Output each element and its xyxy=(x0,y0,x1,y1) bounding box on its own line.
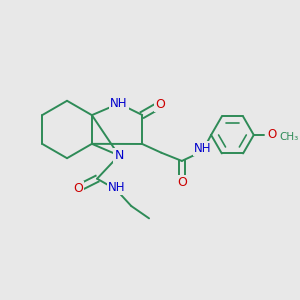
Text: NH: NH xyxy=(110,97,128,110)
Text: O: O xyxy=(73,182,83,195)
Text: O: O xyxy=(177,176,187,189)
Text: O: O xyxy=(155,98,165,111)
Text: N: N xyxy=(114,149,124,162)
Text: NH: NH xyxy=(194,142,211,154)
Text: CH₃: CH₃ xyxy=(279,132,298,142)
Text: NH: NH xyxy=(107,181,125,194)
Text: O: O xyxy=(267,128,276,142)
